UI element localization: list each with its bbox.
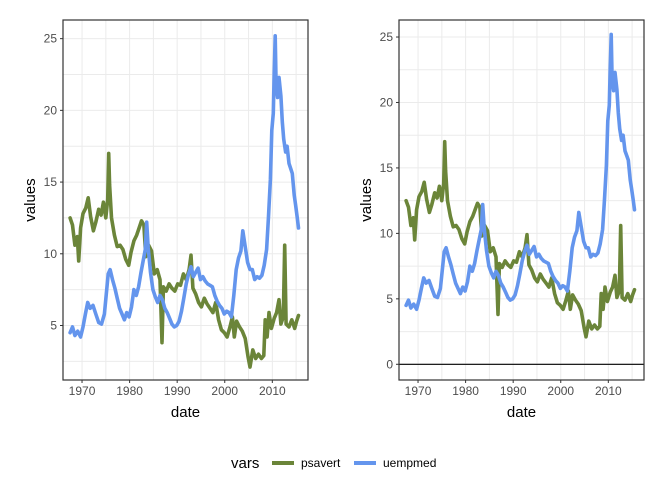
series-line-uempmed (404, 32, 637, 312)
y-tick-label: 5 (50, 318, 57, 332)
series-line-psavert (404, 139, 637, 339)
panel-border (62, 19, 309, 381)
series-line-psavert (68, 151, 301, 369)
x-tick-label: 2000 (211, 384, 238, 398)
legend-title: vars (231, 455, 259, 472)
panel-border (398, 19, 645, 381)
x-tick-label: 2000 (547, 384, 574, 398)
y-tick-label: 0 (386, 357, 393, 371)
y-tick-label: 5 (386, 292, 393, 306)
x-tick-label: 1990 (164, 384, 191, 398)
y-tick-label: 15 (44, 175, 58, 189)
series-line-uempmed (68, 34, 301, 339)
x-axis-title: date (507, 404, 536, 421)
x-axis-title: date (171, 404, 200, 421)
y-axis-title: values (358, 178, 375, 221)
y-tick-label: 10 (380, 226, 394, 240)
legend-label-uempmed: uempmed (383, 456, 436, 470)
y-tick-label: 15 (380, 161, 394, 175)
y-tick-label: 10 (44, 247, 58, 261)
x-tick-label: 1970 (69, 384, 96, 398)
right-panel: 0 5 10 15 20 25 1970 1980 1990 2000 2010 date values (358, 19, 645, 421)
left-panel: 5 10 15 20 25 1970 1980 1990 2000 2010 date values (22, 19, 309, 421)
legend: vars psavert uempmed (231, 455, 436, 472)
x-tick-label: 2010 (259, 384, 286, 398)
x-tick-label: 2010 (595, 384, 622, 398)
y-tick-label: 20 (44, 103, 58, 117)
y-tick-label: 25 (44, 32, 58, 46)
y-tick-label: 20 (380, 95, 394, 109)
y-axis-title: values (22, 178, 39, 221)
x-tick-label: 1980 (116, 384, 143, 398)
x-tick-label: 1990 (500, 384, 527, 398)
y-tick-label: 25 (380, 30, 394, 44)
x-tick-label: 1970 (405, 384, 432, 398)
x-tick-label: 1980 (452, 384, 479, 398)
legend-label-psavert: psavert (301, 456, 341, 470)
